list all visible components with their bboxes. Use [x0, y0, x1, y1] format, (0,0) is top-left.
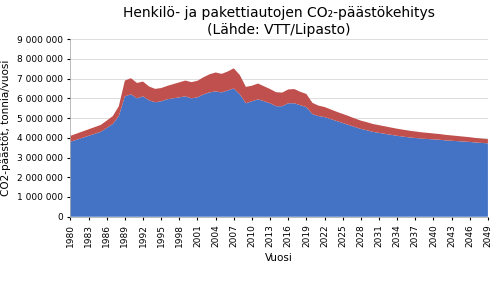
Y-axis label: CO2-päästöt, tonnia/vuosi: CO2-päästöt, tonnia/vuosi: [1, 60, 11, 196]
Title: Henkilö- ja pakettiautojen CO₂-päästökehitys
(Lähde: VTT/Lipasto): Henkilö- ja pakettiautojen CO₂-päästökeh…: [123, 6, 435, 37]
X-axis label: Vuosi: Vuosi: [265, 253, 293, 263]
Legend: Henkilöautot, Pakettiautot: Henkilöautot, Pakettiautot: [178, 297, 381, 301]
